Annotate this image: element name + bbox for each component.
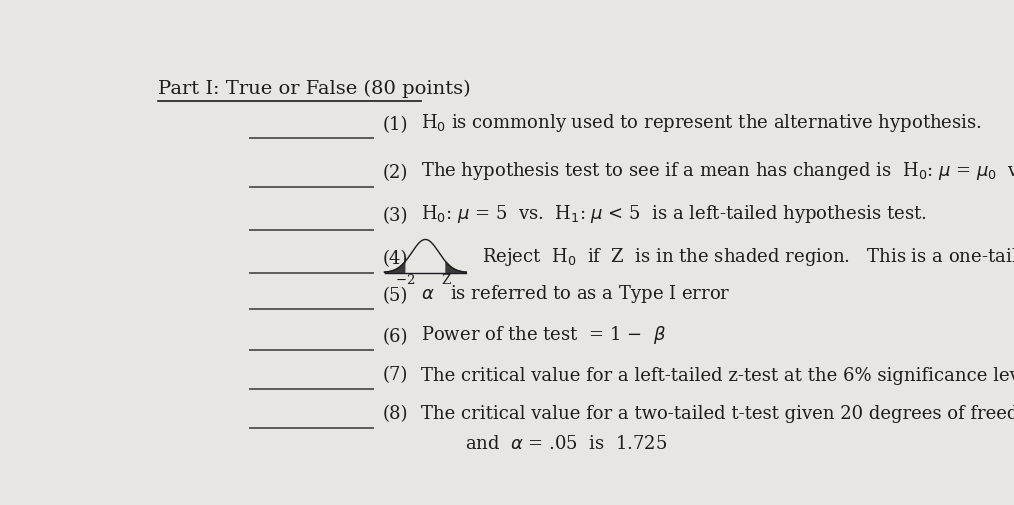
Text: Power of the test  = 1 −  $\beta$: Power of the test = 1 − $\beta$ xyxy=(422,324,666,345)
Text: Reject  H$_0$  if  Z  is in the shaded region.   This is a one-tailed test.: Reject H$_0$ if Z is in the shaded regio… xyxy=(482,246,1014,268)
Text: (3): (3) xyxy=(382,207,408,225)
Text: H$_0$ is commonly used to represent the alternative hypothesis.: H$_0$ is commonly used to represent the … xyxy=(422,112,983,134)
Text: H$_0$: $\mu$ = 5  vs.  H$_1$: $\mu$ < 5  is a left-tailed hypothesis test.: H$_0$: $\mu$ = 5 vs. H$_1$: $\mu$ < 5 is… xyxy=(422,203,927,225)
Text: The critical value for a left-tailed z-test at the 6% significance level is  −1.: The critical value for a left-tailed z-t… xyxy=(422,367,1014,384)
Text: The critical value for a two-tailed t-test given 20 degrees of freedom: The critical value for a two-tailed t-te… xyxy=(422,406,1014,423)
Polygon shape xyxy=(446,262,466,273)
Text: (1): (1) xyxy=(382,116,408,134)
Text: Z: Z xyxy=(441,274,450,287)
Polygon shape xyxy=(384,262,405,273)
Text: (6): (6) xyxy=(382,328,408,345)
Text: (5): (5) xyxy=(382,287,408,305)
Text: Part I: True or False (80 points): Part I: True or False (80 points) xyxy=(158,80,470,98)
Text: The hypothesis test to see if a mean has changed is  H$_0$: $\mu$ = $\mu_0$  vs.: The hypothesis test to see if a mean has… xyxy=(422,160,1014,182)
Text: (2): (2) xyxy=(382,164,408,182)
Text: (4): (4) xyxy=(382,250,408,268)
Text: (7): (7) xyxy=(382,367,408,384)
Text: and  $\alpha$ = .05  is  1.725: and $\alpha$ = .05 is 1.725 xyxy=(464,435,667,453)
Text: (8): (8) xyxy=(382,406,408,423)
Text: $\alpha$   is referred to as a Type I error: $\alpha$ is referred to as a Type I erro… xyxy=(422,283,731,305)
Text: $-$2: $-$2 xyxy=(394,273,415,287)
